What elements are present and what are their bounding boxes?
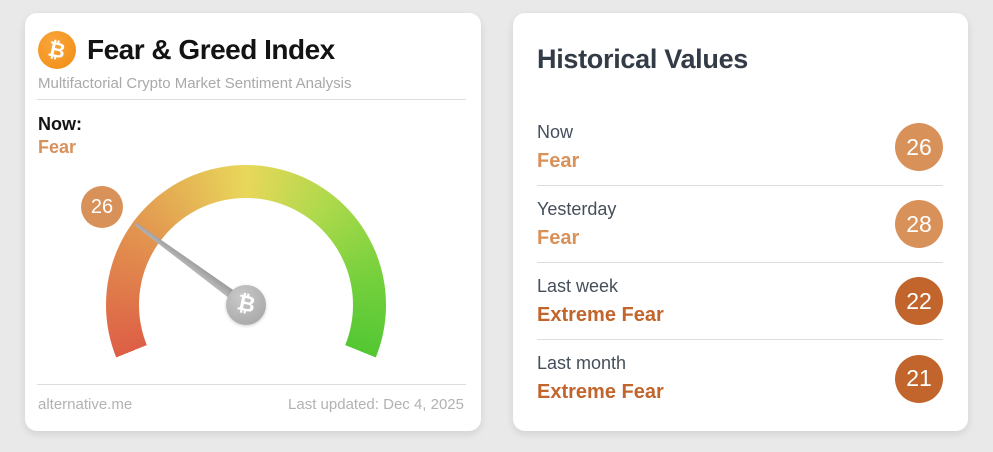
period-label: Now [537, 121, 574, 142]
fear-greed-gauge: ₿ [106, 165, 386, 445]
historical-values-card: Historical Values Now Fear 26 Yesterday … [513, 13, 968, 431]
sentiment-label: Extreme Fear [537, 303, 664, 326]
historical-values-title: Historical Values [537, 44, 749, 74]
card-subtitle: Multifactorial Crypto Market Sentiment A… [38, 75, 352, 92]
table-row: Now Fear 26 [537, 109, 943, 186]
period-label: Yesterday [537, 198, 617, 219]
page-title: Fear & Greed Index [87, 34, 335, 65]
now-label: Now: [38, 114, 82, 134]
bitcoin-icon: ₿ [38, 31, 76, 69]
last-updated-text: Last updated: Dec 4, 2025 [288, 396, 464, 413]
gauge-pivot: ₿ [226, 285, 266, 325]
sentiment-label: Fear [537, 226, 580, 249]
value-badge: 26 [895, 123, 943, 171]
period-label: Last month [537, 353, 627, 373]
sentiment-label: Extreme Fear [537, 381, 664, 403]
current-status: Now: Fear [38, 113, 82, 159]
sentiment-label: Fear [537, 149, 580, 172]
bitcoin-glyph: ₿ [46, 35, 68, 64]
current-sentiment: Fear [38, 137, 77, 157]
divider [37, 99, 466, 100]
card-header: ₿ Fear & Greed Index [38, 30, 466, 70]
card-footer: alternative.me Last updated: Dec 4, 2025 [38, 396, 464, 413]
value-badge: 21 [895, 354, 943, 403]
historical-rows: Now Fear 26 Yesterday Fear 28 Last week … [537, 109, 943, 417]
period-label: Last week [537, 275, 619, 296]
value-badge: 28 [895, 200, 943, 248]
value-badge: 22 [895, 277, 943, 325]
bitcoin-glyph: ₿ [234, 290, 258, 319]
fear-greed-index-card: ₿ Fear & Greed Index Multifactorial Cryp… [25, 13, 481, 445]
table-row: Last month Extreme Fear 21 [537, 340, 943, 417]
source-link[interactable]: alternative.me [38, 396, 133, 413]
table-row: Yesterday Fear 28 [537, 186, 943, 263]
gauge-value-badge: 26 [81, 186, 123, 228]
table-row: Last week Extreme Fear 22 [537, 263, 943, 340]
divider [37, 384, 466, 385]
